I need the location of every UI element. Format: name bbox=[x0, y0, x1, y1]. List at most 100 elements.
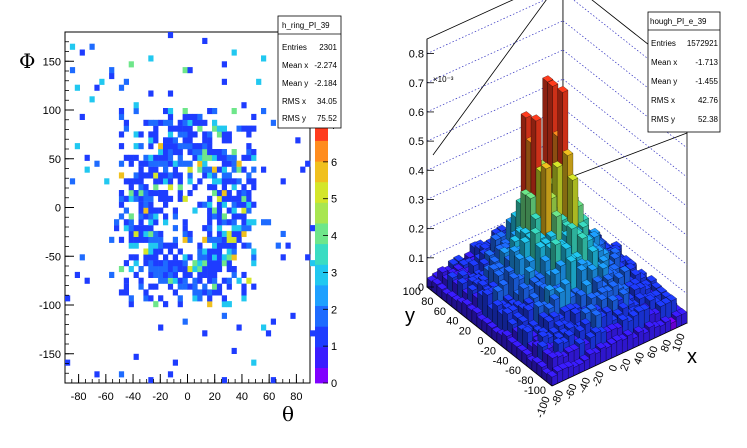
histogram-cell bbox=[123, 119, 129, 126]
histogram-cell bbox=[143, 213, 149, 220]
histogram-cell bbox=[172, 242, 178, 249]
z-tick-label: 0.7 bbox=[409, 78, 424, 90]
lego-bar-top bbox=[560, 242, 572, 250]
histogram-cell bbox=[221, 219, 227, 226]
histogram-cell bbox=[221, 277, 227, 284]
palette-band bbox=[315, 274, 328, 281]
lego-bar-top bbox=[587, 245, 599, 253]
y-tick-label: -100 bbox=[39, 300, 61, 312]
histogram-cell bbox=[192, 113, 198, 120]
histogram-cell bbox=[182, 230, 188, 237]
lego-bar-top bbox=[527, 319, 539, 327]
histogram-cell bbox=[236, 125, 242, 132]
palette-band bbox=[315, 279, 328, 286]
histogram-cell bbox=[231, 271, 237, 278]
histogram-cell bbox=[246, 195, 252, 202]
histogram-cell bbox=[221, 61, 227, 68]
histogram-cell bbox=[231, 149, 237, 156]
lego-bar-top bbox=[566, 222, 578, 230]
lego-bar-top bbox=[528, 292, 540, 299]
lego-bar-top bbox=[597, 262, 609, 270]
histogram-cell bbox=[221, 78, 227, 85]
lego-bar-top bbox=[537, 330, 549, 338]
palette-band bbox=[315, 372, 328, 379]
lego-bar-top bbox=[596, 293, 608, 301]
lego-bar-top bbox=[577, 220, 589, 228]
lego-bar-top bbox=[607, 280, 619, 288]
histogram-cell bbox=[202, 266, 208, 273]
histogram-cell bbox=[123, 154, 129, 161]
histogram-cell bbox=[167, 248, 174, 255]
histogram-cell bbox=[187, 266, 193, 273]
histogram-cell bbox=[172, 271, 178, 278]
histogram-cell bbox=[172, 207, 178, 214]
lego-bar-top bbox=[574, 325, 586, 332]
x-tick-label: 100 bbox=[670, 332, 688, 353]
histogram-cell bbox=[202, 172, 208, 179]
histogram-cell bbox=[275, 242, 281, 249]
x-tick-label: 40 bbox=[236, 391, 248, 403]
histogram-cell bbox=[172, 254, 178, 261]
histogram-cell bbox=[158, 324, 164, 331]
histogram-cell bbox=[246, 143, 252, 150]
lego-bar-top bbox=[564, 322, 576, 329]
histogram-cell bbox=[167, 154, 174, 161]
histogram-cell bbox=[231, 207, 237, 214]
histogram-cell bbox=[182, 143, 188, 150]
histogram-cell bbox=[172, 166, 178, 173]
histogram-cell bbox=[246, 277, 252, 284]
histogram-cell bbox=[246, 125, 252, 132]
x-tick-label: 0 bbox=[184, 391, 190, 403]
box-edge bbox=[562, 132, 688, 181]
histogram-cell bbox=[167, 131, 174, 138]
histogram-cell bbox=[246, 154, 252, 161]
histogram-cell bbox=[207, 131, 213, 138]
lego-bar-top bbox=[609, 247, 621, 255]
right-stats-box: hough_PI_e_39 Entries 1572921 Mean x -1.… bbox=[647, 11, 721, 133]
lego-bar-top bbox=[525, 192, 537, 199]
histogram-cell bbox=[202, 149, 208, 156]
histogram-cell bbox=[143, 119, 149, 126]
lego-bar-top bbox=[533, 300, 545, 308]
z-grid-line bbox=[426, 137, 564, 200]
histogram-cell bbox=[148, 225, 154, 232]
left-histogram-2d: -80 -60 -40 -20 0 20 40 60 80 -150-100-500501001… bbox=[19, 15, 342, 426]
histogram-cell bbox=[133, 242, 139, 249]
histogram-cell bbox=[84, 277, 90, 284]
histogram-cell bbox=[148, 248, 154, 255]
histogram-cell bbox=[197, 178, 203, 185]
lego-bar-top bbox=[478, 258, 490, 265]
x-tick-label: 80 bbox=[659, 338, 674, 354]
right-stats-value: 42.76 bbox=[698, 96, 719, 105]
histogram-cell bbox=[207, 289, 213, 296]
histogram-cell bbox=[231, 242, 237, 249]
histogram-cell bbox=[148, 295, 154, 302]
histogram-cell bbox=[118, 201, 125, 208]
histogram-cell bbox=[197, 154, 203, 161]
histogram-cell bbox=[177, 184, 183, 191]
histogram-cell bbox=[207, 149, 213, 156]
lego-bar-top bbox=[502, 307, 514, 315]
histogram-cell bbox=[202, 330, 208, 337]
histogram-cell bbox=[192, 143, 198, 150]
lego-bar-top bbox=[543, 315, 555, 323]
histogram-cell bbox=[231, 225, 237, 232]
histogram-cell bbox=[133, 102, 139, 109]
histogram-cell bbox=[69, 43, 76, 50]
histogram-cell bbox=[216, 283, 223, 290]
histogram-cell bbox=[231, 178, 237, 185]
histogram-cell bbox=[177, 119, 183, 126]
histogram-cell bbox=[163, 172, 169, 179]
histogram-cell bbox=[207, 207, 213, 214]
x-tick-label: -80 bbox=[71, 391, 87, 403]
lego-bar-top bbox=[634, 292, 646, 300]
histogram-cell bbox=[65, 359, 71, 366]
histogram-cell bbox=[241, 125, 247, 132]
lego-bar-top bbox=[588, 230, 600, 238]
histogram-cell bbox=[143, 225, 149, 232]
histogram-cell bbox=[202, 160, 208, 167]
histogram-cell bbox=[231, 236, 237, 243]
histogram-cell bbox=[138, 178, 144, 185]
lego-bar-top bbox=[609, 252, 621, 260]
histogram-cell bbox=[221, 137, 227, 144]
